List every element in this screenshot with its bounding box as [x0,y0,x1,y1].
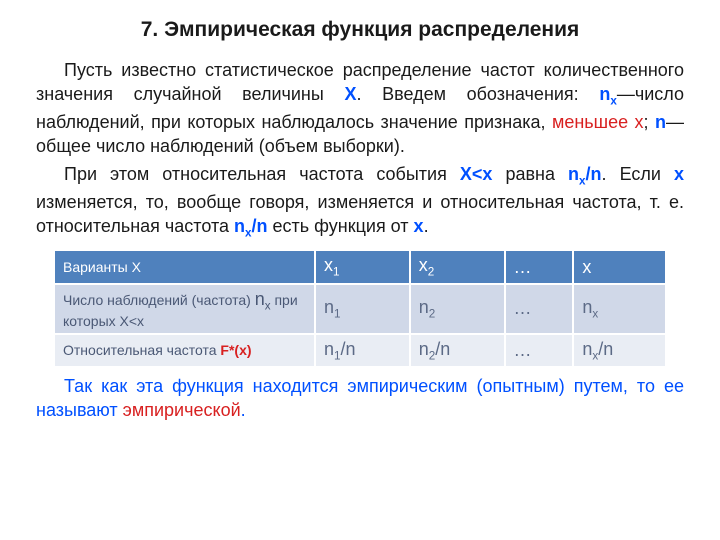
f-star-x: F*(x) [220,342,251,358]
less-than-x: меньшее x [552,112,644,132]
cell-nx-over-n: nx/n [573,334,665,367]
paragraph-3: Так как эта функция находится эмпирическ… [36,374,684,423]
header-x1: x1 [315,251,410,284]
cell-nx: nx [573,284,665,334]
header-x: x [573,251,665,284]
rel-freq-nx-n-2: nx/n [234,216,268,236]
cell-n1: n1 [315,284,410,334]
page-title: 7. Эмпирическая функция распределения [36,18,684,42]
paragraph-1: Пусть известно статистическое распределе… [36,58,684,158]
cell-ellipsis: … [505,334,574,367]
var-n: n [655,112,666,132]
header-variants: Варианты Х [55,251,315,284]
text: . Если [602,164,674,184]
table-row: Относительная частота F*(x) n1/n n2/n … … [55,334,665,367]
text: ; [644,112,655,132]
cell-n1-over-n: n1/n [315,334,410,367]
var-x-upper: Х [344,84,356,104]
table-row: Число наблюдений (частота) nx при которы… [55,284,665,334]
cell-n2-over-n: n2/n [410,334,505,367]
text: . [241,400,246,420]
text: есть функция от [268,216,414,236]
rel-freq-nx-n: nx/n [568,164,602,184]
text: При этом относительная частота события [64,164,460,184]
text: . Введем обозначения: [356,84,599,104]
table-header-row: Варианты Х x1 x2 … x [55,251,665,284]
var-x-2: х [414,216,424,236]
row2-label: Относительная частота F*(x) [55,334,315,367]
text: . [424,216,429,236]
text: равна [492,164,568,184]
paragraph-2: При этом относительная частота события Х… [36,162,684,241]
header-ellipsis: … [505,251,574,284]
var-nx: nx [599,84,617,104]
var-x: х [674,164,684,184]
distribution-table: Варианты Х x1 x2 … x Число наблюдений (ч… [55,251,665,366]
event-x-lt-x: Х<x [460,164,493,184]
empirical-word: эмпирической [123,400,241,420]
row1-label: Число наблюдений (частота) nx при которы… [55,284,315,334]
header-x2: x2 [410,251,505,284]
cell-ellipsis: … [505,284,574,334]
cell-n2: n2 [410,284,505,334]
